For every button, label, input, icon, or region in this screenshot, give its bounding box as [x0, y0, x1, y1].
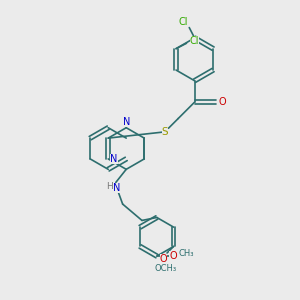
- Text: Cl: Cl: [190, 36, 199, 46]
- Text: N: N: [122, 117, 130, 127]
- Text: O: O: [219, 97, 226, 107]
- Text: OCH₃: OCH₃: [154, 264, 177, 273]
- Text: O: O: [169, 251, 177, 261]
- Text: Cl: Cl: [178, 17, 188, 28]
- Text: CH₃: CH₃: [179, 249, 194, 258]
- Text: S: S: [161, 127, 168, 137]
- Text: O: O: [160, 254, 167, 264]
- Text: N: N: [110, 154, 118, 164]
- Text: N: N: [113, 183, 120, 193]
- Text: H: H: [106, 182, 113, 191]
